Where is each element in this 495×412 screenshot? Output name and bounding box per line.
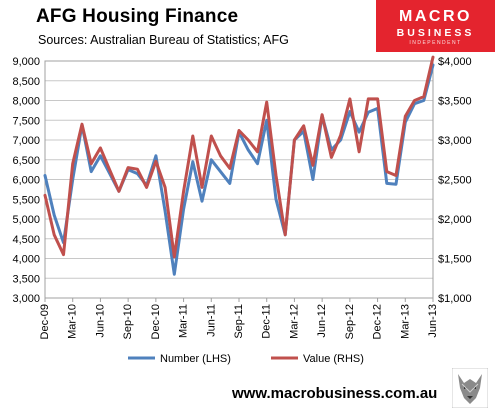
legend-label-value: Value (RHS) — [303, 353, 364, 365]
x-tick-label: Dec-10 — [150, 304, 162, 339]
y-right-tick-label: $1,500 — [438, 254, 472, 266]
x-tick-label: Sep-10 — [122, 304, 134, 339]
wolf-logo-icon — [452, 368, 488, 408]
x-tick-label: Jun-10 — [94, 304, 106, 338]
y-left-tick-label: 9,000 — [12, 56, 40, 68]
y-right-tick-label: $3,000 — [438, 135, 472, 147]
x-tick-label: Sep-11 — [233, 304, 245, 339]
y-left-tick-label: 8,000 — [12, 96, 40, 108]
x-tick-label: Mar-12 — [288, 304, 300, 339]
x-tick-label: Sep-12 — [344, 304, 356, 339]
y-right-tick-label: $2,500 — [438, 175, 472, 187]
y-left-tick-label: 4,000 — [12, 254, 40, 266]
x-tick-label: Mar-11 — [178, 304, 190, 338]
x-tick-label: Jun-11 — [205, 304, 217, 337]
y-left-tick-label: 4,500 — [12, 234, 40, 246]
y-right-tick-label: $4,000 — [438, 56, 472, 68]
chart-title: AFG Housing Finance — [36, 6, 239, 27]
x-tick-label: Mar-10 — [67, 304, 79, 339]
footer-url-link[interactable]: www.macrobusiness.com.au — [232, 385, 438, 402]
y-left-tick-label: 6,000 — [12, 175, 40, 187]
y-left-tick-label: 3,500 — [12, 273, 40, 285]
series-line-number — [43, 63, 435, 276]
y-left-tick-label: 7,500 — [12, 115, 40, 127]
y-right-tick-label: $2,000 — [438, 214, 472, 226]
y-left-tick-label: 5,000 — [12, 214, 40, 226]
y-left-tick-label: 3,000 — [12, 293, 40, 305]
y-left-tick-label: 5,500 — [12, 194, 40, 206]
logo-line-1: MACRO — [399, 8, 472, 25]
y-right-tick-label: $3,500 — [438, 96, 472, 108]
y-left-tick-label: 8,500 — [12, 76, 40, 88]
x-tick-label: Dec-12 — [372, 304, 384, 339]
y-left-tick-label: 6,500 — [12, 155, 40, 167]
series-line-value — [43, 55, 435, 259]
x-tick-label: Mar-13 — [399, 304, 411, 339]
x-tick-label: Jun-13 — [427, 304, 439, 338]
logo-line-2: BUSINESS — [396, 27, 475, 39]
legend-label-number: Number (LHS) — [160, 353, 231, 365]
macrobusiness-logo[interactable]: MACRO BUSINESS INDEPENDENT — [376, 0, 495, 52]
x-tick-label: Dec-09 — [39, 304, 51, 339]
y-left-tick-label: 7,000 — [12, 135, 40, 147]
y-right-tick-label: $1,000 — [438, 293, 472, 305]
logo-line-3: INDEPENDENT — [409, 40, 462, 46]
x-tick-label: Dec-11 — [261, 304, 273, 339]
x-tick-label: Jun-12 — [316, 304, 328, 338]
chart-subtitle: Sources: Australian Bureau of Statistics… — [38, 33, 289, 47]
